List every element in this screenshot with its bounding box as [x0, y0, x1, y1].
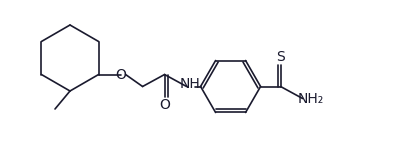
- Text: NH₂: NH₂: [297, 91, 323, 106]
- Text: NH: NH: [179, 76, 199, 91]
- Text: O: O: [159, 97, 170, 112]
- Text: O: O: [115, 67, 126, 81]
- Text: S: S: [275, 50, 284, 64]
